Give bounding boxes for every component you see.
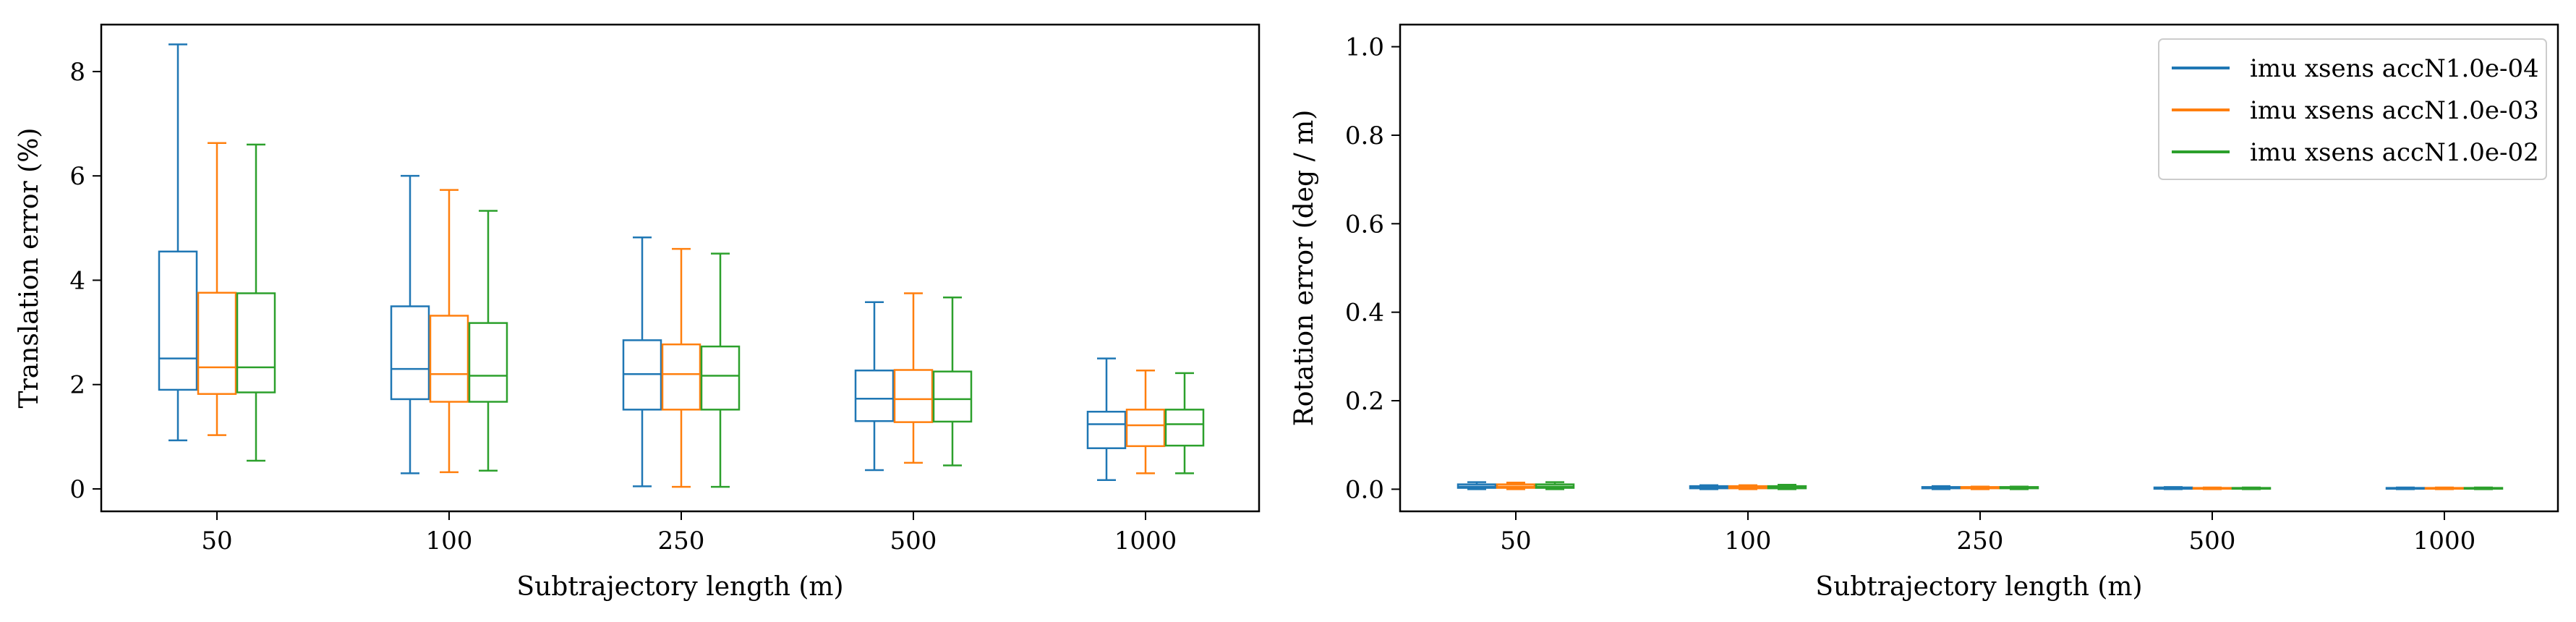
legend-frame bbox=[2158, 38, 2547, 180]
y-tick-label: 0.4 bbox=[1345, 299, 1384, 328]
x-tick-label: 1000 bbox=[1114, 527, 1177, 555]
iqr-box bbox=[236, 292, 276, 393]
iqr-box bbox=[700, 345, 741, 411]
box-plot bbox=[700, 252, 741, 488]
y-tick-label: 0 bbox=[69, 475, 85, 504]
box-plot bbox=[1921, 485, 1961, 490]
box-plot bbox=[429, 189, 469, 474]
x-axis-label: Subtrajectory length (m) bbox=[516, 572, 843, 602]
box-plot bbox=[1496, 481, 1536, 490]
iqr-box bbox=[854, 369, 895, 422]
iqr-box bbox=[197, 291, 237, 395]
box-plot bbox=[1086, 357, 1127, 481]
y-tick-label: 4 bbox=[69, 266, 85, 295]
iqr-box bbox=[1086, 410, 1127, 449]
box-plot bbox=[1457, 481, 1497, 490]
box-plot bbox=[2424, 486, 2465, 490]
box-plot bbox=[468, 210, 508, 472]
rotation-error-panel: 0.0 0.2 0.4 0.6 0.8 1.0 50 100 250 500 1000 Subtraj… bbox=[1289, 23, 2559, 602]
box-plot bbox=[1767, 484, 1807, 490]
x-axis-label: Subtrajectory length (m) bbox=[1815, 572, 2142, 602]
box-plot bbox=[1689, 484, 1729, 490]
box-plot bbox=[661, 247, 701, 488]
box-plot bbox=[2192, 486, 2232, 490]
iqr-box bbox=[661, 343, 701, 411]
x-tick-label: 50 bbox=[201, 527, 232, 555]
x-tick-label: 250 bbox=[658, 527, 705, 555]
y-tick-label: 2 bbox=[69, 371, 85, 400]
translation-error-panel: 0 2 4 6 8 50 100 250 500 1000 Subtrajectory length… bbox=[14, 23, 1261, 602]
iqr-box bbox=[158, 250, 198, 391]
x-tick-label: 50 bbox=[1500, 527, 1531, 555]
y-tick-label: 0.2 bbox=[1345, 387, 1384, 416]
y-tick-label: 1.0 bbox=[1345, 33, 1384, 62]
box-plot bbox=[893, 292, 934, 464]
y-tick-label: 8 bbox=[69, 58, 85, 87]
x-tick-label: 100 bbox=[1725, 527, 1772, 555]
box-plot bbox=[622, 237, 662, 487]
box-plot bbox=[236, 143, 276, 462]
box-plot bbox=[2153, 486, 2193, 490]
box-plot bbox=[2231, 486, 2272, 490]
iqr-box bbox=[1125, 409, 1166, 448]
x-tick-label: 500 bbox=[2189, 527, 2236, 555]
legend-label: imu xsens accN1.0e-03 bbox=[2250, 96, 2539, 125]
y-axis-label: Translation error (%) bbox=[14, 128, 44, 409]
x-tick-label: 1000 bbox=[2413, 527, 2476, 555]
box-plot bbox=[1728, 484, 1768, 490]
iqr-box bbox=[468, 322, 508, 403]
x-tick-label: 250 bbox=[1957, 527, 2004, 555]
box-plot bbox=[1960, 485, 2000, 490]
box-plot bbox=[854, 301, 895, 472]
plot-frame bbox=[100, 23, 1261, 513]
legend-label: imu xsens accN1.0e-04 bbox=[2250, 54, 2539, 83]
box-plot bbox=[1535, 481, 1575, 490]
legend-label: imu xsens accN1.0e-02 bbox=[2250, 138, 2539, 167]
iqr-box bbox=[390, 305, 430, 401]
box-plot bbox=[1125, 369, 1166, 474]
box-plot bbox=[197, 142, 237, 436]
box-plot bbox=[2385, 486, 2426, 490]
box-plot bbox=[1164, 372, 1205, 474]
y-tick-label: 0.8 bbox=[1345, 122, 1384, 150]
y-tick-label: 0.6 bbox=[1345, 210, 1384, 239]
iqr-box bbox=[893, 369, 934, 423]
box-plot bbox=[2463, 486, 2504, 490]
box-plot bbox=[158, 43, 198, 442]
legend: imu xsens accN1.0e-04 imu xsens accN1.0e-… bbox=[2158, 38, 2547, 180]
iqr-box bbox=[429, 315, 469, 403]
plot-frame bbox=[1399, 23, 2559, 513]
y-tick-label: 6 bbox=[69, 162, 85, 191]
box-plot bbox=[932, 297, 973, 466]
iqr-box bbox=[932, 370, 973, 423]
box-plot bbox=[1999, 485, 2039, 490]
x-tick-label: 100 bbox=[426, 527, 473, 555]
y-tick-label: 0.0 bbox=[1345, 475, 1384, 504]
box-plot bbox=[390, 174, 430, 474]
y-axis-label: Rotation error (deg / m) bbox=[1289, 110, 1319, 427]
iqr-box bbox=[1164, 409, 1205, 447]
x-tick-label: 500 bbox=[890, 527, 937, 555]
